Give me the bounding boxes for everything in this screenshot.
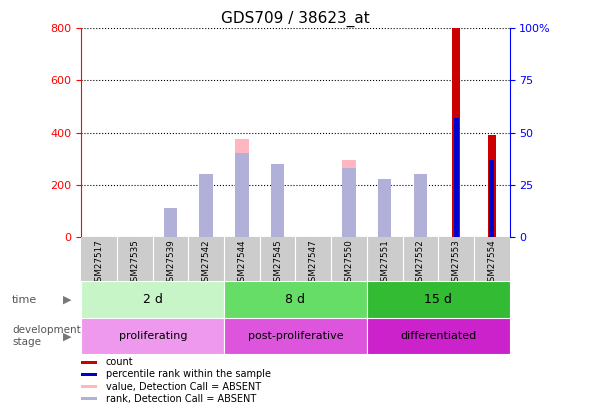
Bar: [81, 373, 97, 376]
Text: 8 d: 8 d: [285, 293, 306, 306]
Text: GSM27547: GSM27547: [309, 239, 318, 287]
Bar: [271, 164, 285, 237]
Bar: [81, 281, 224, 318]
Text: differentiated: differentiated: [400, 331, 476, 341]
Text: value, Detection Call = ABSENT: value, Detection Call = ABSENT: [106, 382, 260, 392]
Bar: [81, 397, 97, 400]
Bar: [453, 118, 458, 237]
Bar: [235, 139, 248, 237]
Bar: [81, 361, 97, 364]
Bar: [488, 135, 496, 237]
Text: GSM27539: GSM27539: [166, 239, 175, 287]
Text: GSM27544: GSM27544: [238, 239, 247, 287]
Text: GSM27535: GSM27535: [130, 239, 139, 287]
Text: GSM27554: GSM27554: [487, 239, 496, 287]
Text: 15 d: 15 d: [425, 293, 452, 306]
Text: GSM27550: GSM27550: [344, 239, 353, 287]
Text: GSM27552: GSM27552: [416, 239, 425, 287]
Bar: [452, 28, 460, 237]
Text: proliferating: proliferating: [119, 331, 187, 341]
Bar: [367, 281, 510, 318]
Text: GSM27551: GSM27551: [380, 239, 389, 287]
Text: percentile rank within the sample: percentile rank within the sample: [106, 369, 271, 379]
Text: time: time: [12, 295, 37, 305]
Text: rank, Detection Call = ABSENT: rank, Detection Call = ABSENT: [106, 394, 256, 404]
Text: ▶: ▶: [63, 295, 72, 305]
Title: GDS709 / 38623_at: GDS709 / 38623_at: [221, 11, 370, 27]
Bar: [81, 385, 97, 388]
Bar: [164, 208, 177, 237]
Text: ▶: ▶: [63, 331, 72, 341]
Bar: [200, 185, 213, 237]
Text: GSM27517: GSM27517: [95, 239, 104, 287]
Bar: [224, 281, 367, 318]
Bar: [224, 318, 367, 354]
Bar: [343, 160, 356, 237]
Bar: [81, 318, 224, 354]
Bar: [200, 175, 213, 237]
Bar: [235, 153, 248, 237]
Text: development
stage: development stage: [12, 325, 81, 347]
Text: post-proliferative: post-proliferative: [248, 331, 343, 341]
Text: count: count: [106, 357, 133, 367]
Bar: [367, 318, 510, 354]
Bar: [489, 160, 494, 237]
Bar: [378, 179, 391, 237]
Text: GSM27542: GSM27542: [202, 239, 211, 287]
Bar: [164, 208, 177, 237]
Text: 2 d: 2 d: [143, 293, 163, 306]
Bar: [271, 166, 285, 237]
Bar: [414, 175, 427, 237]
Bar: [343, 168, 356, 237]
Text: GSM27553: GSM27553: [452, 239, 461, 287]
Text: GSM27545: GSM27545: [273, 239, 282, 287]
